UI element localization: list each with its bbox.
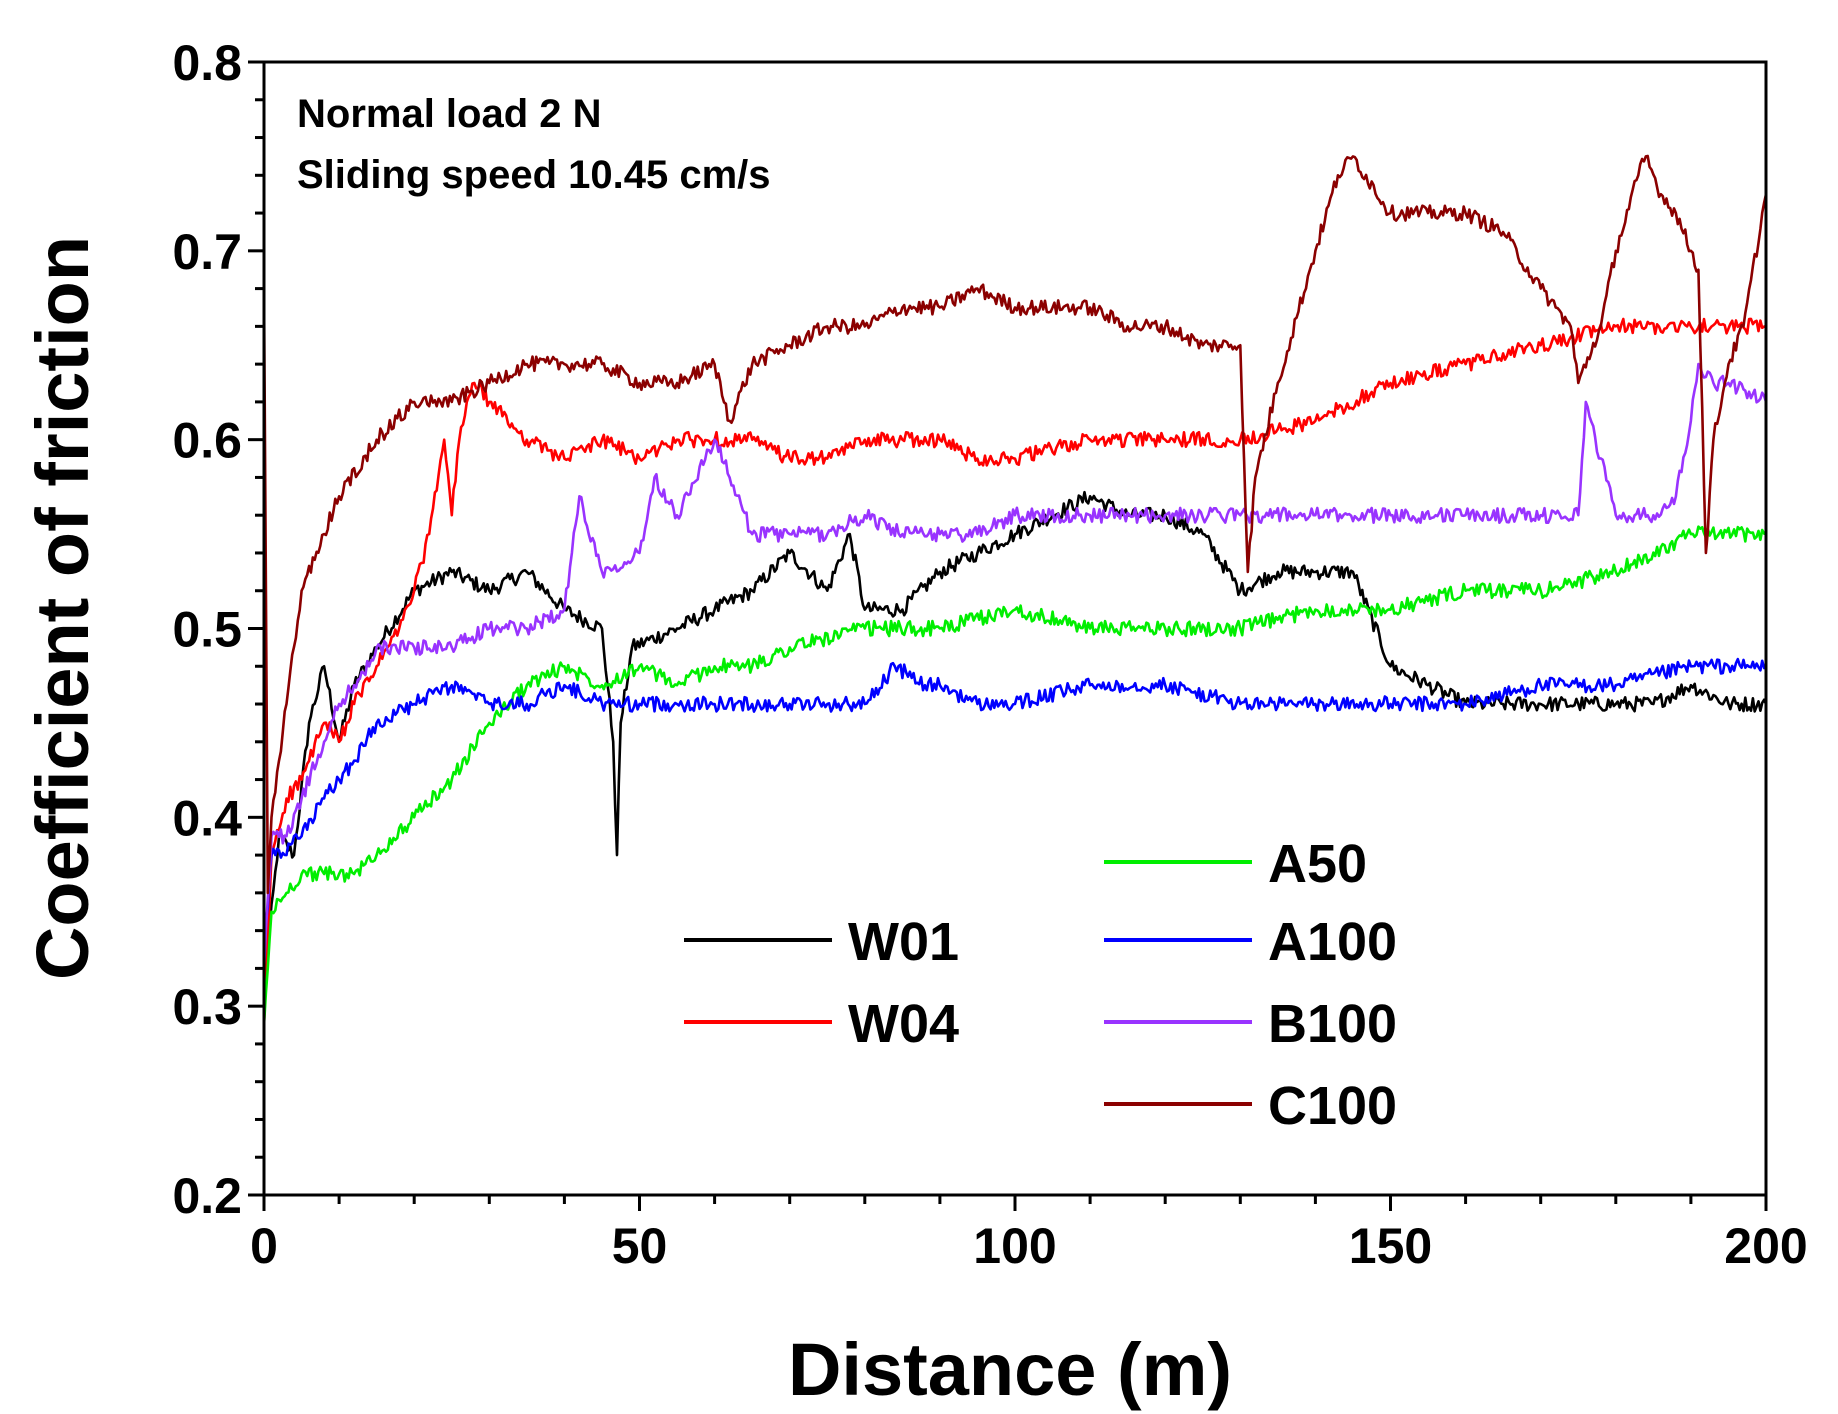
series-lines (262, 154, 1768, 1026)
annotation-load: Normal load 2 N (297, 92, 602, 136)
x-tick-label: 200 (1724, 1218, 1807, 1274)
x-tick-label: 100 (973, 1218, 1056, 1274)
x-tick-label: 150 (1349, 1218, 1432, 1274)
annotation-speed: Sliding speed 10.45 cm/s (297, 153, 771, 197)
series-line-c100 (262, 154, 1768, 895)
legend-label-w01: W01 (848, 912, 959, 972)
series-line-a50 (262, 525, 1767, 1026)
y-tick-label: 0.7 (172, 224, 242, 280)
series-line-b100 (262, 362, 1768, 969)
legend: W01 W04 A50 A100 B100 C100 (684, 834, 1397, 1136)
y-tick-label: 0.6 (172, 413, 242, 469)
x-axis-title: Distance (m) (788, 1328, 1232, 1411)
y-tick-label: 0.4 (172, 790, 242, 846)
y-axis-title: Coefficient of friction (21, 236, 104, 980)
plot-frame (262, 60, 1768, 1197)
y-tick-label: 0.2 (172, 1168, 242, 1224)
y-tick-label: 0.5 (172, 602, 242, 658)
legend-label-a100: A100 (1268, 912, 1397, 972)
legend-label-w04: W04 (848, 994, 959, 1054)
legend-label-b100: B100 (1268, 994, 1397, 1054)
x-tick-label: 0 (250, 1218, 278, 1274)
y-tick-label: 0.3 (172, 979, 242, 1035)
y-tick-label: 0.8 (172, 35, 242, 91)
series-line-a100 (262, 657, 1767, 950)
tick-labels: 0 50 100 150 200 0.2 0.3 0.4 0.5 0.6 0.7 0.8 (172, 35, 1807, 1274)
x-tick-label: 50 (612, 1218, 668, 1274)
series-line-w01 (262, 490, 1768, 988)
legend-label-a50: A50 (1268, 834, 1367, 894)
legend-label-c100: C100 (1268, 1076, 1397, 1136)
series-line-w04 (262, 317, 1767, 1026)
